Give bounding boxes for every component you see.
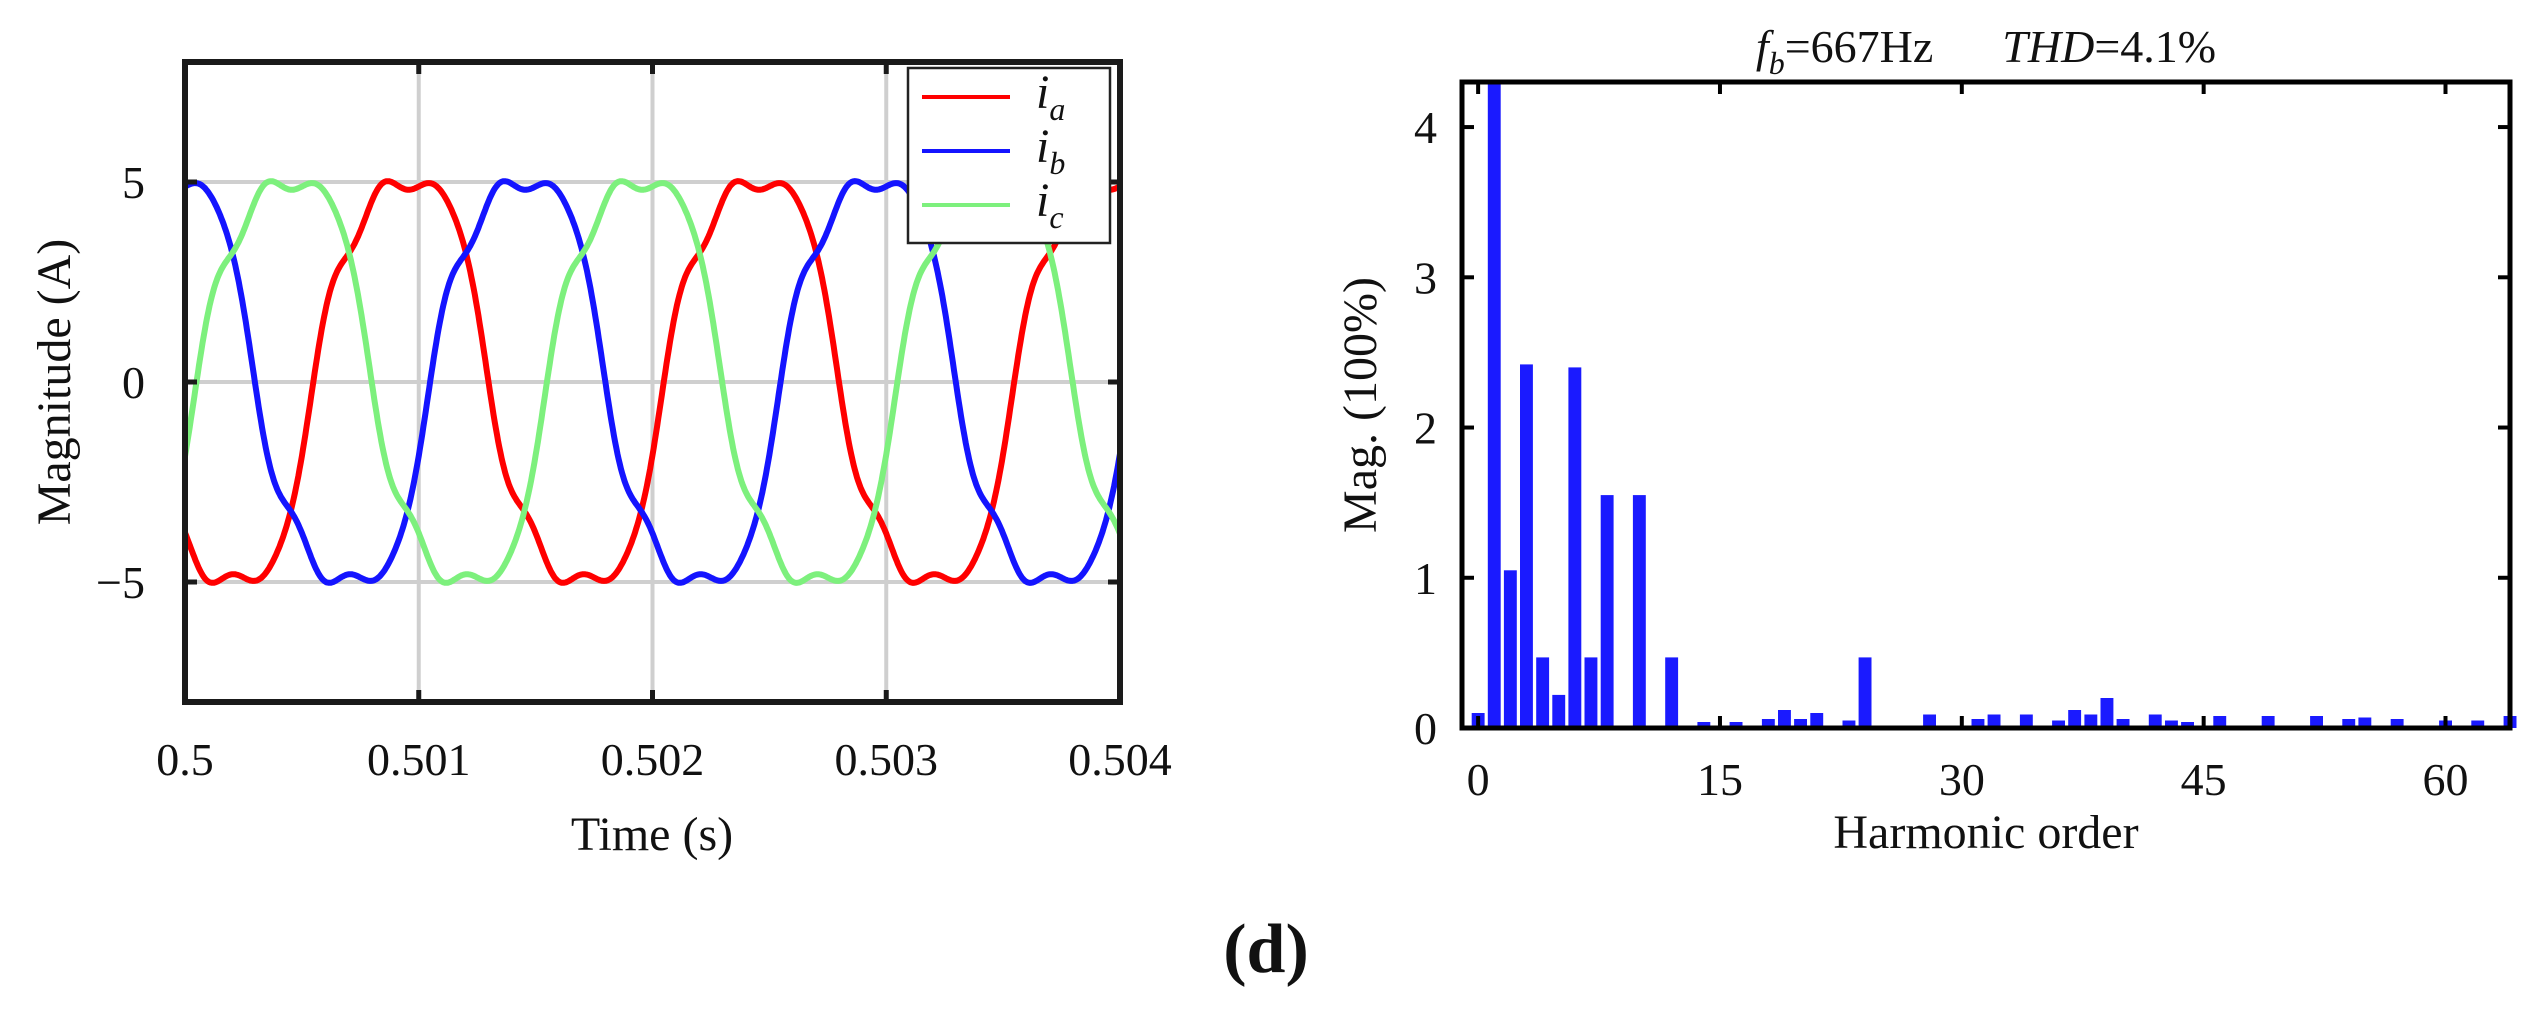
left-x-tick-label: 0.504 bbox=[1068, 734, 1172, 785]
harmonic-bar-32 bbox=[1987, 714, 2001, 728]
harmonic-bar-38 bbox=[2084, 714, 2098, 728]
right-y-tick-labels: 0 1 2 3 4 bbox=[1414, 102, 1437, 754]
harmonic-bar-49 bbox=[2261, 716, 2275, 728]
right-x-tick-label: 0 bbox=[1467, 754, 1490, 805]
legend-entry-ic: ic bbox=[922, 174, 1064, 235]
left-y-tick-label: 5 bbox=[122, 157, 145, 208]
left-x-tick-label: 0.503 bbox=[835, 734, 939, 785]
legend-entry-ib: ib bbox=[922, 120, 1065, 181]
right-x-tick-label: 15 bbox=[1697, 754, 1743, 805]
harmonic-bar-31 bbox=[1971, 719, 1985, 728]
right-x-tick-labels: 0 15 30 45 60 bbox=[1467, 754, 2469, 805]
right-x-tick-label: 60 bbox=[2423, 754, 2469, 805]
left-y-tick-label: 0 bbox=[122, 357, 145, 408]
harmonic-bar-4 bbox=[1536, 657, 1550, 728]
harmonic-bar-24 bbox=[1858, 657, 1872, 728]
right-x-axis-label: Harmonic order bbox=[1833, 806, 2138, 859]
harmonic-bar-46 bbox=[2213, 716, 2227, 728]
harmonic-bar-8 bbox=[1600, 495, 1614, 728]
left-x-tick-labels: 0.5 0.501 0.502 0.503 0.504 bbox=[156, 734, 1172, 785]
harmonic-bar-57 bbox=[2390, 719, 2404, 728]
harmonic-bar-62 bbox=[2471, 720, 2485, 728]
title-freq: =667Hz bbox=[1785, 21, 1934, 72]
legend-label-ia: ia bbox=[1036, 66, 1065, 127]
right-y-tick-label: 0 bbox=[1414, 703, 1437, 754]
right-y-tick-label: 4 bbox=[1414, 102, 1437, 153]
harmonic-bar-43 bbox=[2165, 720, 2178, 728]
left-y-tick-label: −5 bbox=[96, 557, 145, 608]
harmonic-spectrum-chart: 0 15 30 45 60 0 1 2 3 4 fb=667Hz THD=4.1% Harmon… bbox=[1334, 21, 2517, 859]
harmonic-bar-54 bbox=[2342, 719, 2356, 728]
legend-label-ib: ib bbox=[1036, 120, 1065, 181]
right-y-axis-label: Mag. (100%) bbox=[1334, 277, 1387, 533]
figure-caption: (d) bbox=[1223, 911, 1309, 988]
right-y-tick-label: 2 bbox=[1414, 403, 1437, 454]
legend-label-ic-sub: c bbox=[1049, 199, 1063, 235]
left-grid bbox=[185, 62, 1120, 702]
harmonic-bar-34 bbox=[2019, 714, 2033, 728]
harmonic-bar-14 bbox=[1697, 722, 1711, 728]
legend-label-ic-main: i bbox=[1036, 174, 1049, 227]
series-line-i_a bbox=[182, 178, 1122, 586]
left-x-axis-label: Time (s) bbox=[571, 808, 733, 861]
harmonic-bar-28 bbox=[1923, 714, 1936, 728]
legend-entry-ia: ia bbox=[922, 66, 1065, 127]
title-thd: THD bbox=[2002, 21, 2094, 72]
legend-box bbox=[906, 66, 1112, 245]
title-gap bbox=[1933, 21, 2002, 72]
legend-label-ic: ic bbox=[1036, 174, 1064, 235]
title-sub-b: b bbox=[1769, 45, 1785, 81]
right-x-tick-label: 45 bbox=[2181, 754, 2227, 805]
right-plot-area bbox=[1462, 82, 2510, 728]
harmonic-bar-55 bbox=[2358, 717, 2372, 728]
left-x-tick-label: 0.501 bbox=[367, 734, 471, 785]
title-thd-value: =4.1% bbox=[2094, 21, 2216, 72]
legend-label-ib-sub: b bbox=[1049, 145, 1065, 181]
left-y-axis-label: Magnitude (A) bbox=[28, 239, 81, 526]
harmonic-bar-20 bbox=[1794, 719, 1807, 728]
harmonic-bar-23 bbox=[1842, 720, 1856, 728]
harmonic-bar-2 bbox=[1503, 570, 1517, 728]
left-tick-marks bbox=[182, 62, 1123, 702]
legend-label-ib-main: i bbox=[1036, 120, 1049, 173]
legend: ia ib ic bbox=[906, 66, 1112, 245]
left-x-tick-label: 0.502 bbox=[601, 734, 705, 785]
right-bars bbox=[1471, 82, 2517, 728]
current-waveform-chart: 0.5 0.501 0.502 0.503 0.504 5 0 −5 Time (s) Ma… bbox=[28, 59, 1172, 861]
harmonic-bar-19 bbox=[1778, 710, 1791, 728]
left-x-tick-label: 0.5 bbox=[156, 734, 214, 785]
right-plot-frame bbox=[1459, 79, 2513, 731]
harmonic-bar-37 bbox=[2068, 710, 2082, 728]
harmonic-bar-40 bbox=[2116, 719, 2130, 728]
right-y-tick-label: 1 bbox=[1414, 553, 1437, 604]
left-y-tick-labels: 5 0 −5 bbox=[96, 157, 145, 608]
harmonic-bar-44 bbox=[2181, 722, 2194, 728]
harmonic-bar-10 bbox=[1632, 495, 1646, 728]
right-chart-title: fb=667Hz THD=4.1% bbox=[1756, 21, 2216, 81]
harmonic-bar-12 bbox=[1665, 657, 1679, 728]
harmonic-bar-6 bbox=[1568, 367, 1582, 728]
harmonic-bar-3 bbox=[1520, 364, 1533, 728]
harmonic-bar-39 bbox=[2100, 698, 2114, 728]
harmonic-bar-42 bbox=[2148, 714, 2162, 728]
harmonic-bar-52 bbox=[2310, 716, 2323, 728]
harmonic-bar-7 bbox=[1584, 657, 1598, 728]
right-tick-marks bbox=[1462, 82, 2510, 730]
harmonic-bar-1 bbox=[1487, 82, 1501, 728]
harmonic-bar-21 bbox=[1810, 713, 1824, 728]
harmonic-bar-36 bbox=[2052, 720, 2065, 728]
right-x-tick-label: 30 bbox=[1939, 754, 1985, 805]
legend-label-ia-sub: a bbox=[1049, 91, 1065, 127]
harmonic-bar-16 bbox=[1729, 722, 1743, 728]
harmonic-bar-5 bbox=[1552, 694, 1566, 728]
legend-label-ia-main: i bbox=[1036, 66, 1049, 119]
right-y-tick-label: 3 bbox=[1414, 252, 1437, 303]
harmonic-bar-18 bbox=[1761, 719, 1775, 728]
series-line-i_b bbox=[183, 178, 1123, 586]
